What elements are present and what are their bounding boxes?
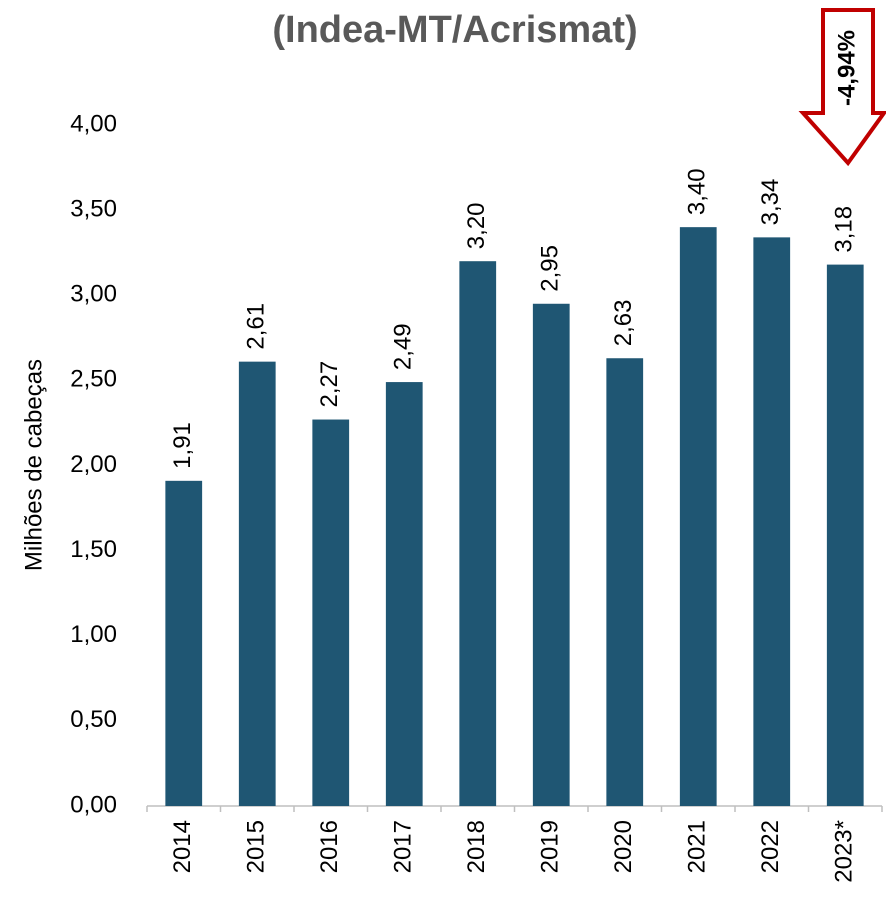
bar [459,261,497,806]
value-label: 2,61 [243,303,270,350]
y-axis-label: Milhões de cabeças [20,359,47,571]
x-tick-label: 2021 [684,820,711,873]
x-tick-label: 2022 [757,820,784,873]
y-tick-label: 1,50 [70,536,117,563]
y-tick-label: 1,00 [70,621,117,648]
value-label: 2,27 [316,361,343,408]
bar [606,358,644,806]
bar [165,480,203,806]
x-tick-label: 2023* [831,820,858,883]
y-tick-label: 3,00 [70,281,117,308]
value-label: 3,18 [831,206,858,253]
bar [385,382,423,806]
y-tick-label: 2,00 [70,451,117,478]
value-label: 2,63 [610,300,637,347]
x-tick-label: 2016 [316,820,343,873]
value-label: 3,40 [684,168,711,215]
value-label: 3,20 [463,202,490,249]
value-label: 2,49 [390,323,417,370]
x-tick-label: 2020 [610,820,637,873]
x-tick-label: 2018 [463,820,490,873]
x-tick-label: 2017 [390,820,417,873]
y-tick-label: 0,50 [70,706,117,733]
y-tick-label: 3,50 [70,195,117,222]
value-label: 1,91 [169,422,196,469]
chart-title: (Indea-MT/Acrismat) [272,9,637,51]
x-tick-label: 2019 [537,820,564,873]
down-arrow [798,8,886,167]
value-label: 3,34 [757,179,784,226]
value-label: 2,95 [537,245,564,292]
bar [679,227,717,806]
bar [312,419,350,806]
x-tick-label: 2014 [169,820,196,873]
bar [826,264,864,807]
x-tick-label: 2015 [243,820,270,873]
y-tick-label: 2,50 [70,366,117,393]
bar [238,361,276,806]
y-tick-label: 0,00 [70,791,117,818]
annotation: -4,94% [833,30,860,106]
y-tick-label: 4,00 [70,110,117,137]
bar [753,237,791,807]
bar [532,303,570,806]
